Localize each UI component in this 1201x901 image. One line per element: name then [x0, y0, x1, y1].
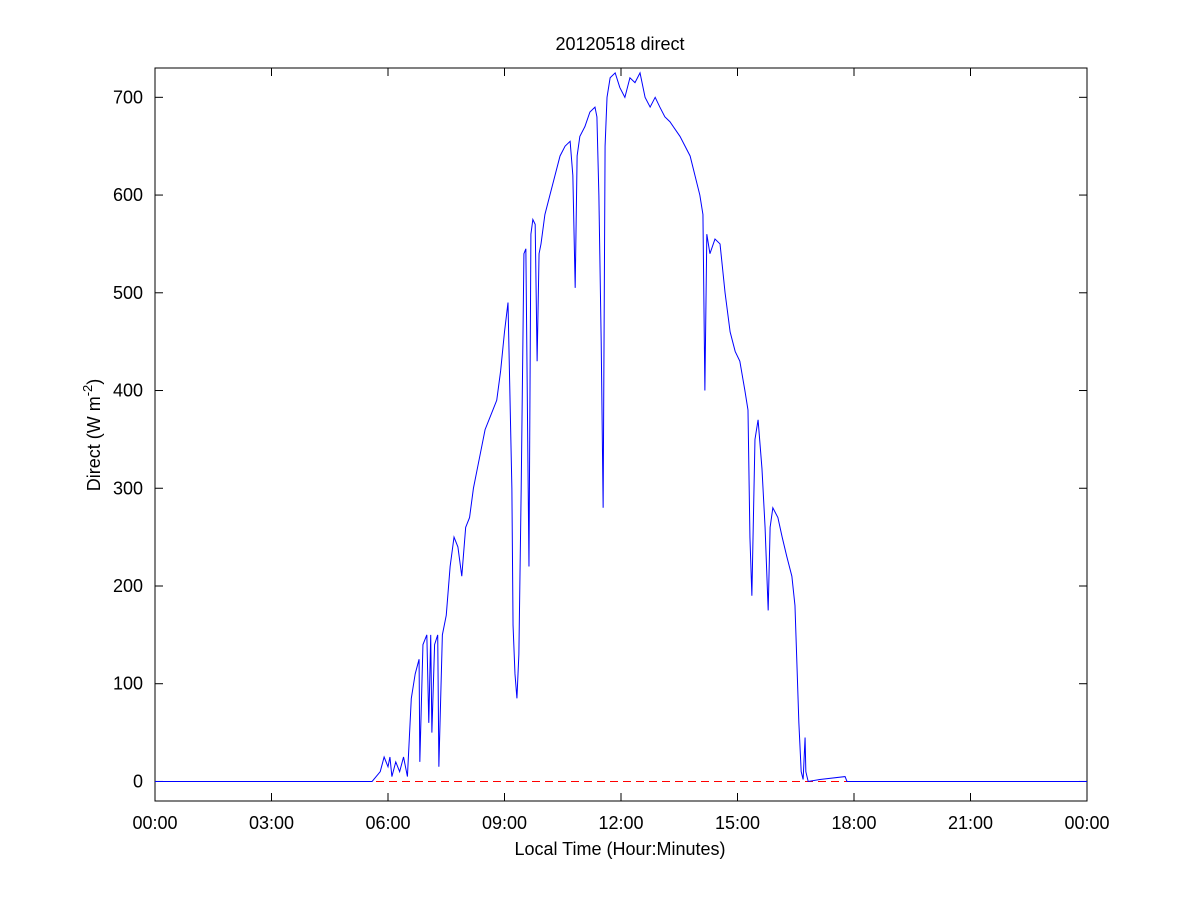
x-tick-label: 18:00: [831, 813, 876, 833]
y-axis-label: Direct (W m-2): [80, 379, 104, 492]
x-axis-label: Local Time (Hour:Minutes): [514, 839, 725, 859]
x-tick-label: 00:00: [1064, 813, 1109, 833]
y-tick-label: 700: [113, 87, 143, 107]
x-tick-label: 03:00: [249, 813, 294, 833]
y-tick-label: 0: [133, 771, 143, 791]
y-tick-label: 300: [113, 478, 143, 498]
y-tick-label: 500: [113, 283, 143, 303]
y-tick-label: 600: [113, 185, 143, 205]
y-axis-label-tail: ): [84, 379, 104, 385]
y-tick-label: 400: [113, 381, 143, 401]
x-tick-label: 09:00: [482, 813, 527, 833]
plot-area: [154, 67, 1088, 802]
y-axis-label-exponent: -2: [80, 385, 95, 397]
y-tick-label: 200: [113, 576, 143, 596]
y-axis-label-text: Direct (W m: [84, 396, 104, 491]
data-line: [155, 71, 1087, 783]
x-tick-label: 21:00: [948, 813, 993, 833]
x-tick-label: 15:00: [715, 813, 760, 833]
y-tick-label: 100: [113, 674, 143, 694]
x-tick-label: 06:00: [365, 813, 410, 833]
chart-title: 20120518 direct: [555, 34, 684, 54]
x-tick-label: 12:00: [598, 813, 643, 833]
x-tick-label: 00:00: [132, 813, 177, 833]
